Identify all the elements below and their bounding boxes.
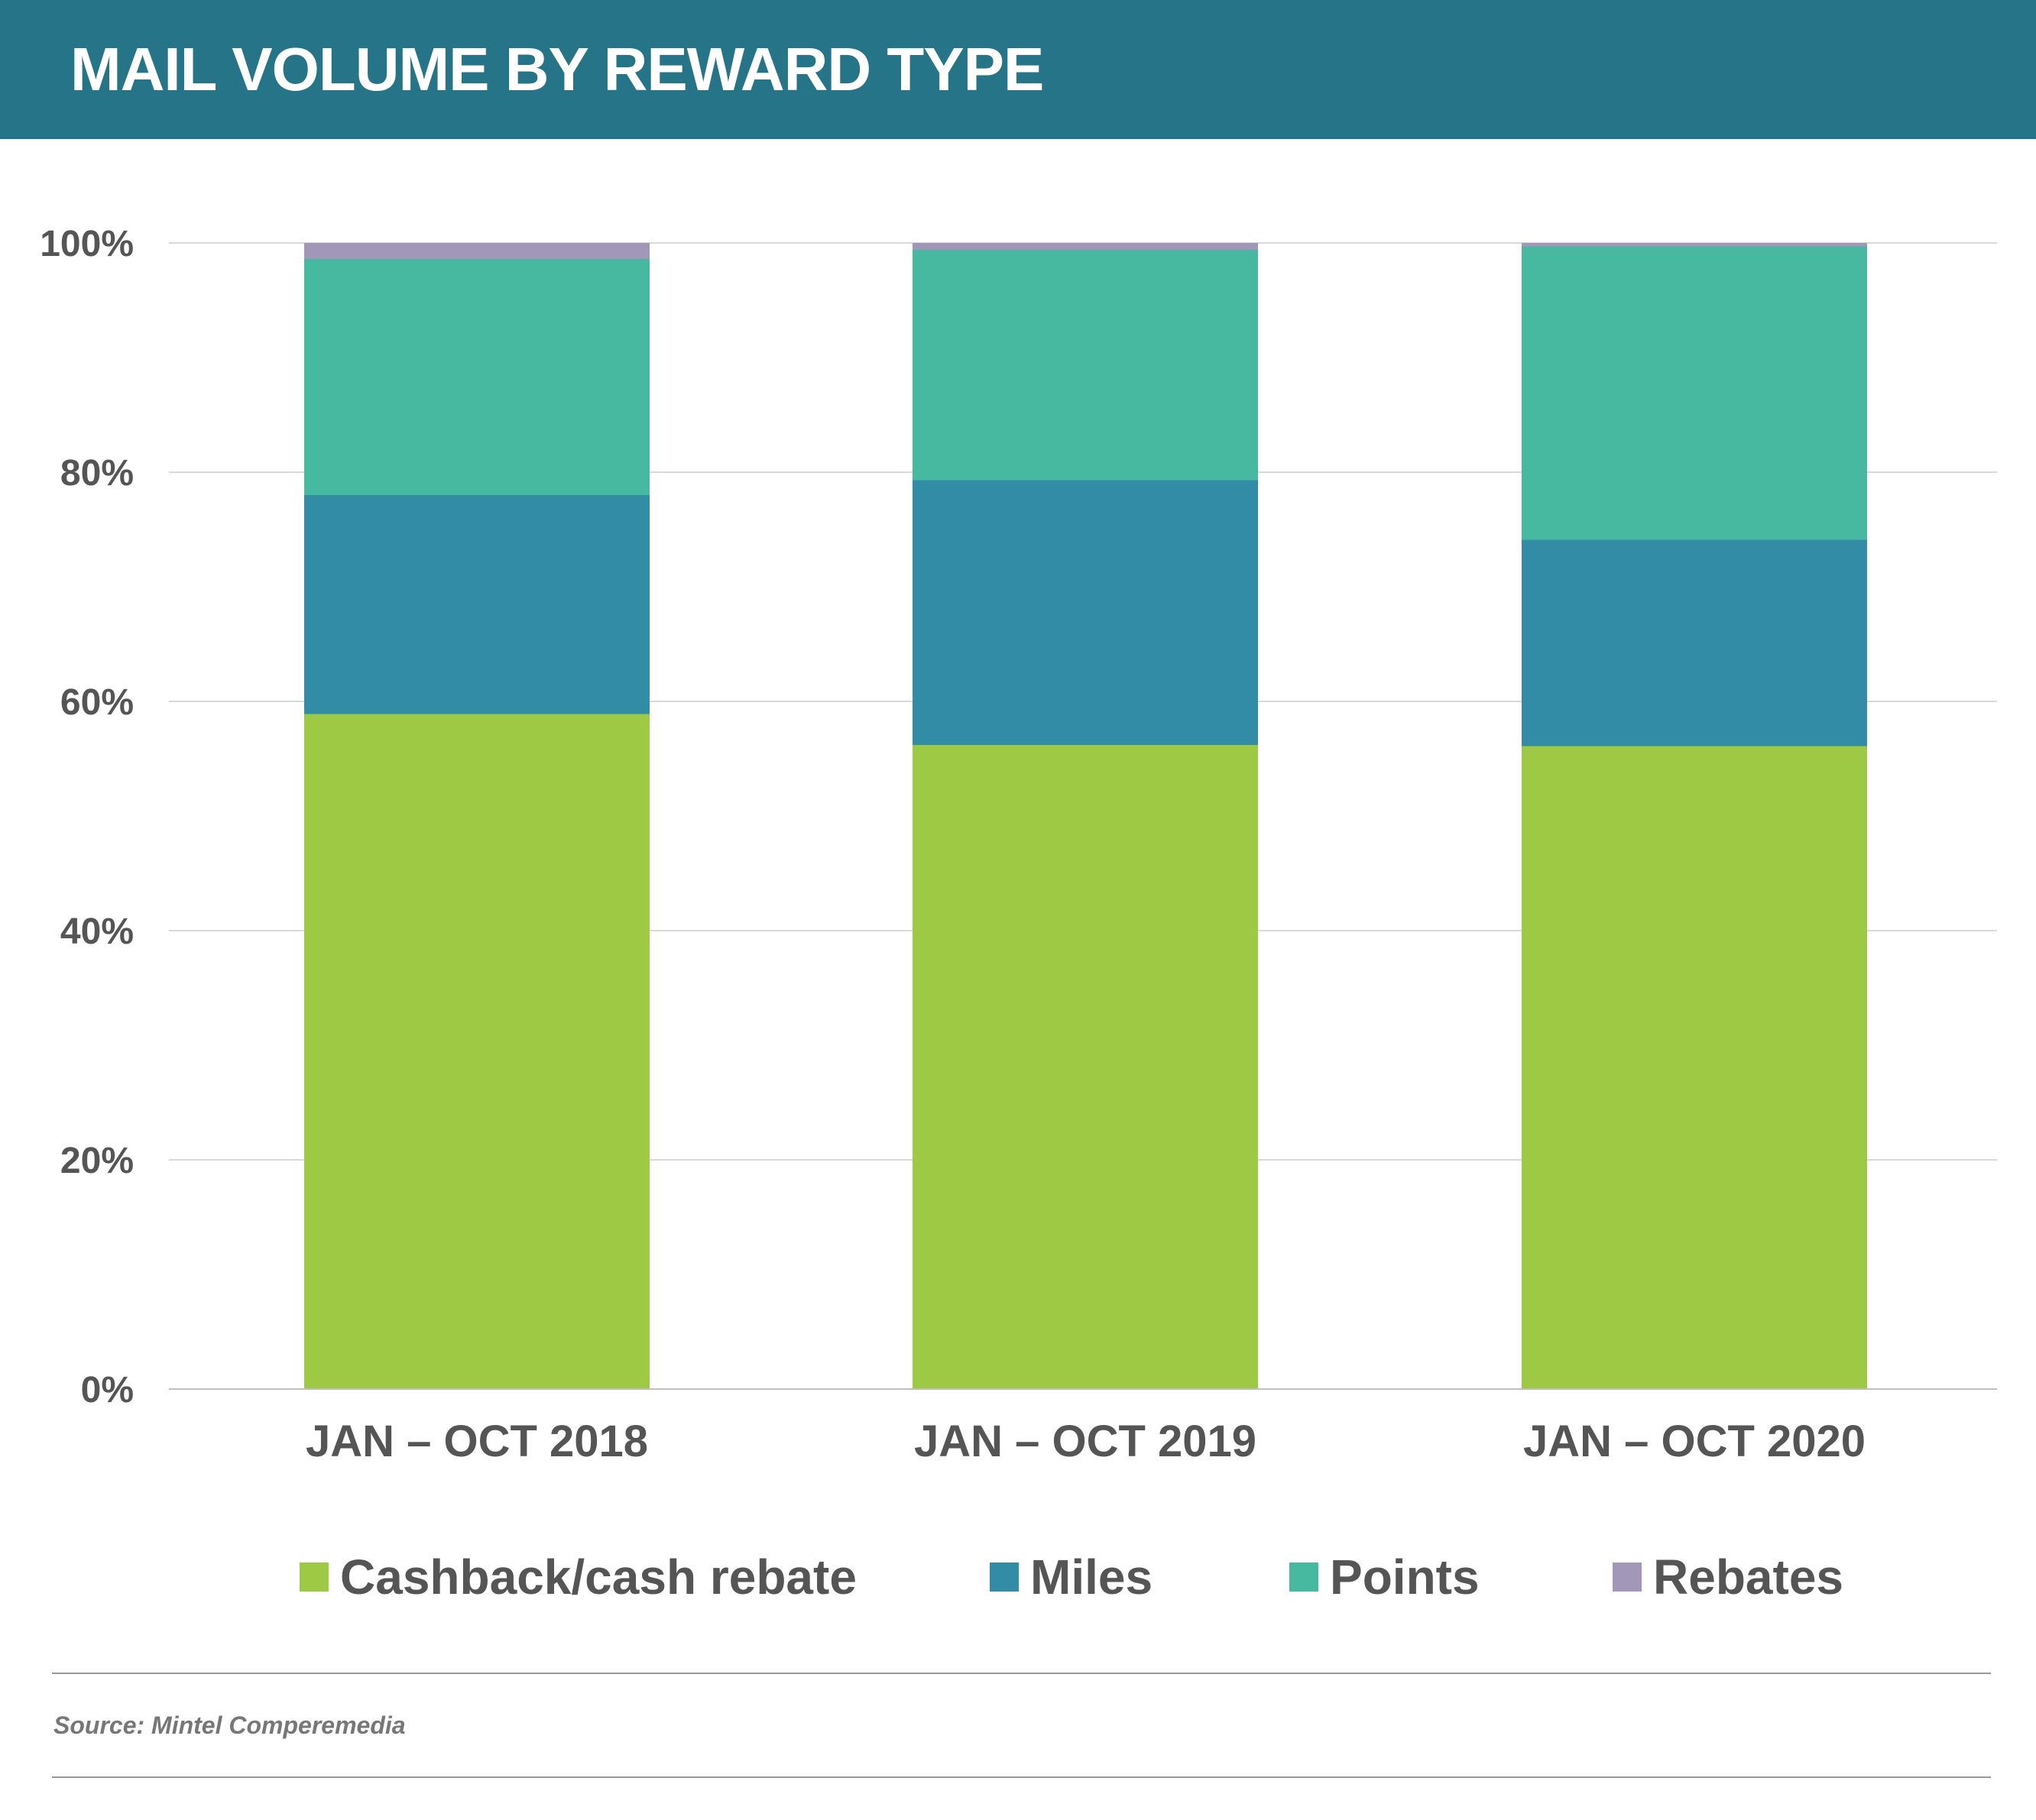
legend-label: Miles xyxy=(1030,1550,1153,1605)
source-note: Source: Mintel Comperemedia xyxy=(53,1712,406,1739)
bar-segment-cashback-cash-rebate xyxy=(304,714,650,1389)
y-tick-label: 60% xyxy=(60,682,134,723)
legend-swatch xyxy=(1613,1563,1642,1592)
legend-swatch xyxy=(1289,1563,1318,1592)
bar-segment-cashback-cash-rebate xyxy=(913,745,1258,1389)
bar-segment-miles xyxy=(304,495,650,714)
y-tick-label: 0% xyxy=(81,1370,134,1410)
legend-label: Points xyxy=(1330,1550,1480,1605)
bar-segment-points xyxy=(1522,246,1867,540)
y-tick-label: 40% xyxy=(60,912,134,952)
bar-segment-rebates xyxy=(913,243,1258,250)
bar-segment-cashback-cash-rebate xyxy=(1522,746,1867,1389)
bar-segment-rebates xyxy=(1522,243,1867,247)
legend-label: Rebates xyxy=(1653,1550,1843,1605)
y-tick-label: 20% xyxy=(60,1141,134,1181)
bar-segment-rebates xyxy=(304,243,650,259)
chart-title: MAIL VOLUME BY REWARD TYPE xyxy=(70,35,1044,103)
header-banner: MAIL VOLUME BY REWARD TYPE xyxy=(0,0,2036,139)
legend-swatch xyxy=(300,1563,329,1592)
x-tick-label: JAN – OCT 2019 xyxy=(914,1417,1256,1466)
legend-swatch xyxy=(990,1563,1019,1592)
bar-segment-points xyxy=(304,259,650,495)
bar-segment-points xyxy=(913,250,1258,481)
bar-segment-miles xyxy=(1522,539,1867,746)
bar-segment-miles xyxy=(913,480,1258,745)
y-tick-label: 100% xyxy=(40,224,134,264)
divider-top xyxy=(52,1673,1991,1674)
divider-bottom xyxy=(52,1776,1991,1778)
legend-label: Cashback/cash rebate xyxy=(340,1550,857,1605)
y-tick-label: 80% xyxy=(60,453,134,494)
x-tick-label: JAN – OCT 2020 xyxy=(1523,1417,1866,1466)
x-tick-label: JAN – OCT 2018 xyxy=(306,1417,648,1466)
stacked-bar-chart: 0% 20% 40% 60% 80% 100% JAN – OCT 2018 JAN – OC… xyxy=(40,224,1997,1605)
